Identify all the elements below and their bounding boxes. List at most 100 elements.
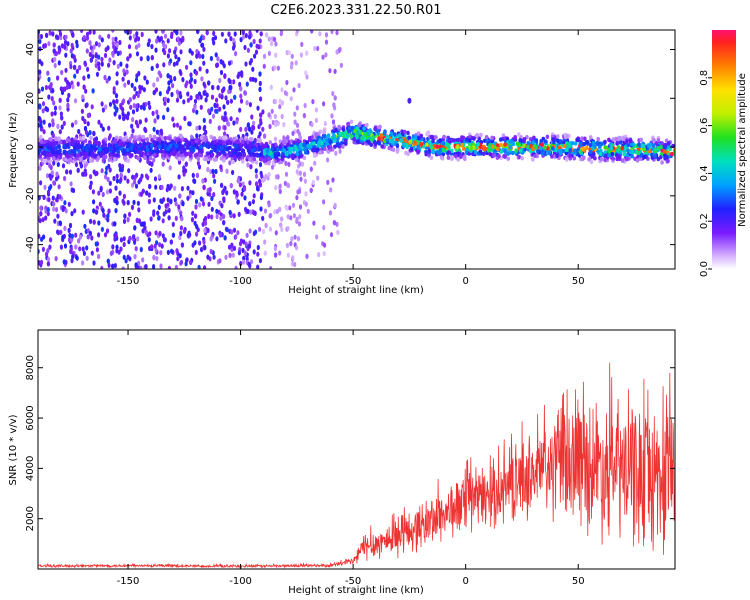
spectrogram-cell — [302, 142, 306, 147]
spectrogram-cell — [168, 48, 172, 54]
colorbar-ticks: 0.00.20.40.60.8 — [699, 70, 712, 277]
spectrogram-cell — [215, 108, 219, 114]
spectrogram-cell — [74, 162, 79, 168]
spectrogram-cell — [268, 140, 273, 145]
spectrogram-cell — [241, 159, 245, 164]
spectrogram-cell — [86, 66, 90, 72]
spectrogram-cell — [198, 66, 202, 72]
spectrogram-cell — [335, 30, 339, 36]
spectrogram-cell — [270, 41, 274, 47]
spectrogram-cell — [78, 246, 82, 252]
spectrogram-cell — [337, 124, 341, 130]
spectrogram-cell — [141, 138, 145, 143]
spectrogram-cell — [189, 259, 193, 265]
spectrogram-cell — [166, 97, 170, 103]
spectrogram-cell — [178, 253, 182, 259]
spectrogram-cell — [274, 121, 278, 128]
spectrogram-cell — [213, 178, 217, 184]
spectrogram-cell — [77, 128, 81, 135]
spectrogram-cell — [286, 214, 290, 220]
spectrogram-cell — [154, 30, 158, 34]
spectrogram-cell — [496, 143, 500, 148]
spectrogram-cell — [227, 139, 231, 144]
spectrogram-cell — [202, 239, 206, 245]
spectrogram-cell — [323, 146, 327, 151]
spectrogram-cell — [166, 197, 170, 203]
spectrogram-cell — [227, 31, 231, 37]
spectrogram-cell — [274, 41, 278, 47]
spectrogram-cell — [666, 158, 670, 164]
spectrogram-cell — [274, 185, 278, 191]
spectrogram-cell — [203, 90, 207, 96]
spectrogram-cell — [229, 116, 233, 122]
spectrogram-cell — [99, 152, 104, 157]
spectrogram-cell — [203, 220, 208, 226]
spectrogram-cell — [316, 45, 320, 52]
spectrogram-cell — [101, 126, 105, 132]
spectrogram-cell — [90, 250, 94, 256]
spectrogram-cell — [100, 37, 104, 43]
spectrogram-cell — [174, 54, 178, 60]
spectrogram-cell — [289, 215, 293, 221]
spectrogram-cell — [321, 54, 325, 60]
spectrogram-cell — [144, 117, 148, 123]
spectrogram-cell — [357, 123, 362, 128]
spectrogram-cell — [111, 244, 115, 250]
spectrogram-cell — [178, 193, 182, 199]
spectrogram-cell — [332, 102, 336, 108]
spectrogram-cell — [300, 41, 304, 48]
spectrogram-cell — [131, 128, 135, 134]
spectrogram-cell — [199, 94, 203, 100]
spectrogram-cell — [313, 45, 317, 52]
spectrogram-cell — [173, 76, 177, 82]
spectrogram-cell — [556, 134, 560, 139]
spectrogram-cell — [125, 63, 129, 69]
spectrogram-cell — [294, 60, 298, 66]
spectrogram-cell — [262, 53, 267, 60]
spectrogram-cell — [475, 133, 480, 138]
spectrogram-cell — [38, 88, 41, 94]
spectrogram-cell — [155, 38, 159, 44]
spectrogram-cell — [311, 99, 315, 105]
spectrogram-cell — [133, 254, 137, 260]
spectrogram-cell — [177, 156, 182, 161]
spectrogram-cell — [259, 96, 263, 102]
spectrogram-cell — [100, 101, 104, 107]
spectrogram-cell — [252, 156, 257, 162]
spectrogram-cell — [75, 39, 79, 45]
spectrogram-cell — [656, 138, 661, 143]
spectrogram-cell — [52, 156, 56, 161]
spectrogram-cell — [223, 73, 227, 79]
spectrogram-cell — [163, 146, 168, 151]
spectrogram-cell — [263, 133, 267, 139]
spectrogram-cell — [199, 104, 203, 110]
spectrogram-cell — [135, 103, 139, 109]
spectrogram-cell — [143, 225, 147, 231]
spectrogram-cell — [241, 30, 245, 36]
spectrogram-cell — [132, 33, 136, 39]
spectrogram-cell — [623, 145, 628, 150]
spectrogram-cell — [170, 91, 174, 98]
spectrogram-cell — [63, 243, 68, 249]
spectrogram-cell — [64, 52, 68, 58]
spectrogram-cell — [373, 142, 378, 147]
x-tick-label: -150 — [117, 576, 140, 587]
spectrogram-cell — [585, 140, 589, 145]
spectrogram-cell — [467, 138, 472, 143]
spectrogram-cell — [267, 112, 271, 118]
spectrogram-cell — [293, 144, 297, 149]
spectrogram-cell — [282, 122, 286, 128]
spectrogram-cell — [572, 156, 577, 161]
spectrogram-cell — [252, 249, 256, 255]
spectrogram-cell — [92, 199, 96, 205]
spectrogram-cell — [233, 94, 237, 100]
spectrogram-cell — [550, 154, 554, 159]
spectrogram-cell — [274, 155, 279, 160]
spectrogram-cell — [280, 226, 284, 232]
spectrogram-cell — [499, 142, 503, 148]
spectrogram-cell — [175, 122, 180, 128]
spectrogram-cell — [299, 52, 303, 58]
spectrogram-cell — [90, 104, 94, 110]
spectrogram-cell — [63, 44, 67, 50]
spectrogram-cell — [139, 104, 143, 110]
